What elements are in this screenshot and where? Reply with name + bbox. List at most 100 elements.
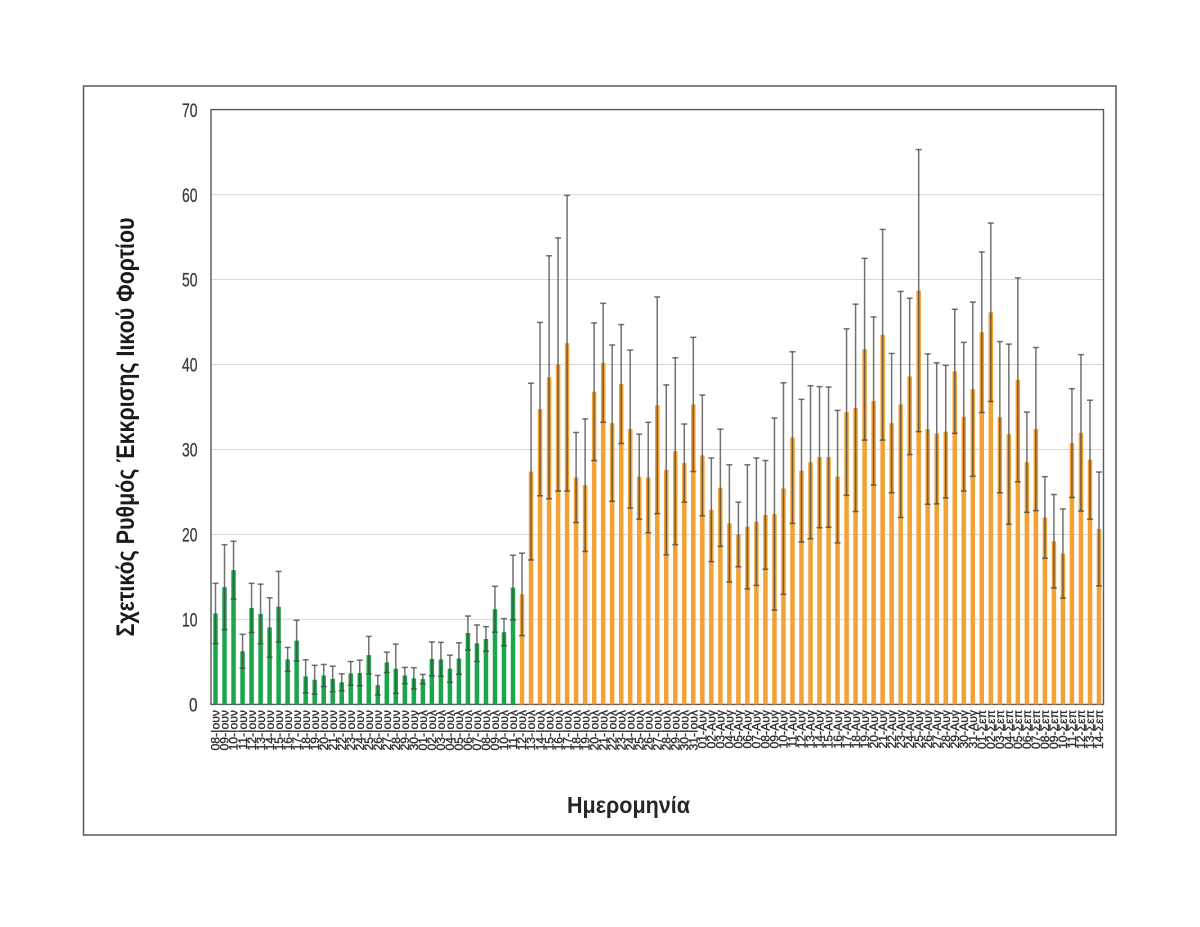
svg-text:07-Ιουλ: 07-Ιουλ — [470, 710, 484, 751]
svg-text:0: 0 — [189, 695, 198, 717]
svg-text:11-Ιουλ: 11-Ιουλ — [506, 710, 520, 750]
svg-text:11-Ιουν: 11-Ιουν — [236, 710, 250, 750]
svg-text:06-Ιουλ: 06-Ιουλ — [461, 710, 475, 751]
svg-text:11-Αυγ: 11-Αυγ — [786, 709, 800, 748]
svg-text:30: 30 — [182, 440, 198, 462]
svg-text:05-Ιουλ: 05-Ιουλ — [452, 710, 466, 751]
svg-text:07-Αυγ: 07-Αυγ — [750, 709, 764, 748]
svg-text:04-Σεπ: 04-Σεπ — [1002, 710, 1016, 749]
svg-text:23-Ιουλ: 23-Ιουλ — [614, 710, 628, 751]
svg-text:29-Ιουν: 29-Ιουν — [398, 710, 412, 751]
svg-text:01-Αυγ: 01-Αυγ — [696, 709, 710, 748]
svg-text:03-Αυγ: 03-Αυγ — [714, 709, 728, 748]
svg-text:22-Αυγ: 22-Αυγ — [885, 709, 899, 748]
svg-text:17-Ιουλ: 17-Ιουλ — [560, 710, 574, 751]
svg-text:01-Σεπ: 01-Σεπ — [975, 710, 989, 749]
svg-text:12-Αυγ: 12-Αυγ — [795, 709, 809, 748]
svg-text:07-Σεπ: 07-Σεπ — [1029, 710, 1043, 749]
svg-text:18-Ιουν: 18-Ιουν — [299, 710, 313, 751]
svg-text:28-Ιουλ: 28-Ιουλ — [659, 710, 673, 751]
svg-text:26-Ιουλ: 26-Ιουλ — [641, 710, 655, 751]
svg-text:02-Σεπ: 02-Σεπ — [984, 710, 998, 749]
svg-text:16-Αυγ: 16-Αυγ — [831, 709, 845, 748]
svg-text:10-Σεπ: 10-Σεπ — [1056, 710, 1070, 749]
svg-text:09-Σεπ: 09-Σεπ — [1047, 710, 1061, 749]
svg-text:21-Αυγ: 21-Αυγ — [876, 709, 890, 748]
svg-text:13-Αυγ: 13-Αυγ — [804, 709, 818, 748]
svg-text:13-Ιουλ: 13-Ιουλ — [524, 710, 538, 751]
svg-text:29-Αυγ: 29-Αυγ — [948, 709, 962, 748]
svg-text:19-Ιουλ: 19-Ιουλ — [578, 710, 592, 751]
svg-text:02-Αυγ: 02-Αυγ — [705, 709, 719, 748]
svg-text:29-Ιουλ: 29-Ιουλ — [668, 710, 682, 751]
svg-text:03-Ιουλ: 03-Ιουλ — [434, 710, 448, 751]
svg-text:60: 60 — [182, 185, 198, 207]
svg-text:17-Αυγ: 17-Αυγ — [840, 709, 854, 748]
svg-text:20-Ιουλ: 20-Ιουλ — [587, 710, 601, 751]
svg-text:08-Ιουλ: 08-Ιουλ — [479, 710, 493, 751]
svg-text:08-Σεπ: 08-Σεπ — [1038, 710, 1052, 749]
svg-text:22-Ιουν: 22-Ιουν — [335, 710, 349, 751]
svg-text:Σχετικός Ρυθμός Έκκρισης Ιικού: Σχετικός Ρυθμός Έκκρισης Ιικού Φορτίου — [112, 218, 140, 637]
svg-text:30-Ιουν: 30-Ιουν — [407, 710, 421, 751]
svg-text:12-Ιουλ: 12-Ιουλ — [515, 710, 529, 751]
svg-text:24-Αυγ: 24-Αυγ — [903, 709, 917, 748]
svg-text:10: 10 — [182, 610, 198, 632]
svg-text:22-Ιουλ: 22-Ιουλ — [605, 710, 619, 751]
svg-text:21-Ιουν: 21-Ιουν — [326, 710, 340, 751]
svg-text:23-Ιουν: 23-Ιουν — [344, 710, 358, 751]
svg-text:40: 40 — [182, 355, 198, 377]
svg-text:08-Ιουν: 08-Ιουν — [209, 710, 223, 751]
svg-text:14-Αυγ: 14-Αυγ — [813, 709, 827, 748]
svg-text:16-Ιουλ: 16-Ιουλ — [551, 710, 565, 751]
svg-text:14-Ιουν: 14-Ιουν — [263, 710, 277, 751]
svg-text:05-Αυγ: 05-Αυγ — [732, 709, 746, 748]
svg-text:06-Σεπ: 06-Σεπ — [1020, 710, 1034, 749]
svg-text:12-Σεπ: 12-Σεπ — [1074, 710, 1088, 749]
svg-text:15-Ιουν: 15-Ιουν — [272, 710, 286, 751]
svg-text:10-Αυγ: 10-Αυγ — [777, 709, 791, 748]
svg-text:10-Ιουν: 10-Ιουν — [227, 710, 241, 751]
svg-text:16-Ιουν: 16-Ιουν — [281, 710, 295, 751]
svg-text:15-Ιουλ: 15-Ιουλ — [542, 710, 556, 751]
svg-text:27-Ιουν: 27-Ιουν — [380, 710, 394, 751]
svg-text:09-Ιουν: 09-Ιουν — [218, 710, 232, 751]
svg-text:03-Σεπ: 03-Σεπ — [993, 710, 1007, 749]
svg-text:06-Αυγ: 06-Αυγ — [741, 709, 755, 748]
svg-text:17-Ιουν: 17-Ιουν — [290, 710, 304, 751]
svg-text:01-Ιουλ: 01-Ιουλ — [416, 710, 430, 751]
svg-text:02-Ιουλ: 02-Ιουλ — [425, 710, 439, 751]
svg-text:25-Ιουν: 25-Ιουν — [362, 710, 376, 751]
svg-text:Ημερομηνία: Ημερομηνία — [567, 792, 690, 818]
svg-text:18-Αυγ: 18-Αυγ — [849, 709, 863, 748]
svg-text:14-Ιουλ: 14-Ιουλ — [533, 710, 547, 751]
svg-text:27-Ιουλ: 27-Ιουλ — [650, 710, 664, 751]
svg-text:30-Ιουλ: 30-Ιουλ — [678, 710, 692, 751]
svg-text:28-Αυγ: 28-Αυγ — [939, 709, 953, 748]
svg-text:26-Αυγ: 26-Αυγ — [921, 709, 935, 748]
svg-text:31-Αυγ: 31-Αυγ — [966, 709, 980, 748]
svg-text:18-Ιουλ: 18-Ιουλ — [569, 710, 583, 751]
svg-text:04-Αυγ: 04-Αυγ — [723, 709, 737, 748]
svg-text:08-Αυγ: 08-Αυγ — [759, 709, 773, 748]
svg-text:19-Αυγ: 19-Αυγ — [858, 709, 872, 748]
svg-text:70: 70 — [182, 100, 198, 122]
svg-text:25-Ιουλ: 25-Ιουλ — [632, 710, 646, 751]
svg-text:21-Ιουλ: 21-Ιουλ — [596, 710, 610, 751]
svg-text:31-Ιουλ: 31-Ιουλ — [687, 710, 701, 751]
svg-text:05-Σεπ: 05-Σεπ — [1011, 710, 1025, 749]
svg-text:09-Αυγ: 09-Αυγ — [768, 709, 782, 748]
svg-text:15-Αυγ: 15-Αυγ — [822, 709, 836, 748]
svg-text:10-Ιουλ: 10-Ιουλ — [497, 710, 511, 751]
svg-text:20: 20 — [182, 525, 198, 547]
svg-text:13-Ιουν: 13-Ιουν — [254, 710, 268, 751]
svg-text:20-Ιουν: 20-Ιουν — [317, 710, 331, 751]
svg-text:20-Αυγ: 20-Αυγ — [867, 709, 881, 748]
svg-text:12-Ιουν: 12-Ιουν — [245, 710, 259, 751]
svg-text:23-Αυγ: 23-Αυγ — [894, 709, 908, 748]
svg-text:30-Αυγ: 30-Αυγ — [957, 709, 971, 748]
svg-text:14-Σεπ: 14-Σεπ — [1092, 710, 1106, 749]
svg-text:24-Ιουλ: 24-Ιουλ — [623, 710, 637, 751]
svg-text:24-Ιουν: 24-Ιουν — [353, 710, 367, 751]
svg-text:25-Αυγ: 25-Αυγ — [912, 709, 926, 748]
